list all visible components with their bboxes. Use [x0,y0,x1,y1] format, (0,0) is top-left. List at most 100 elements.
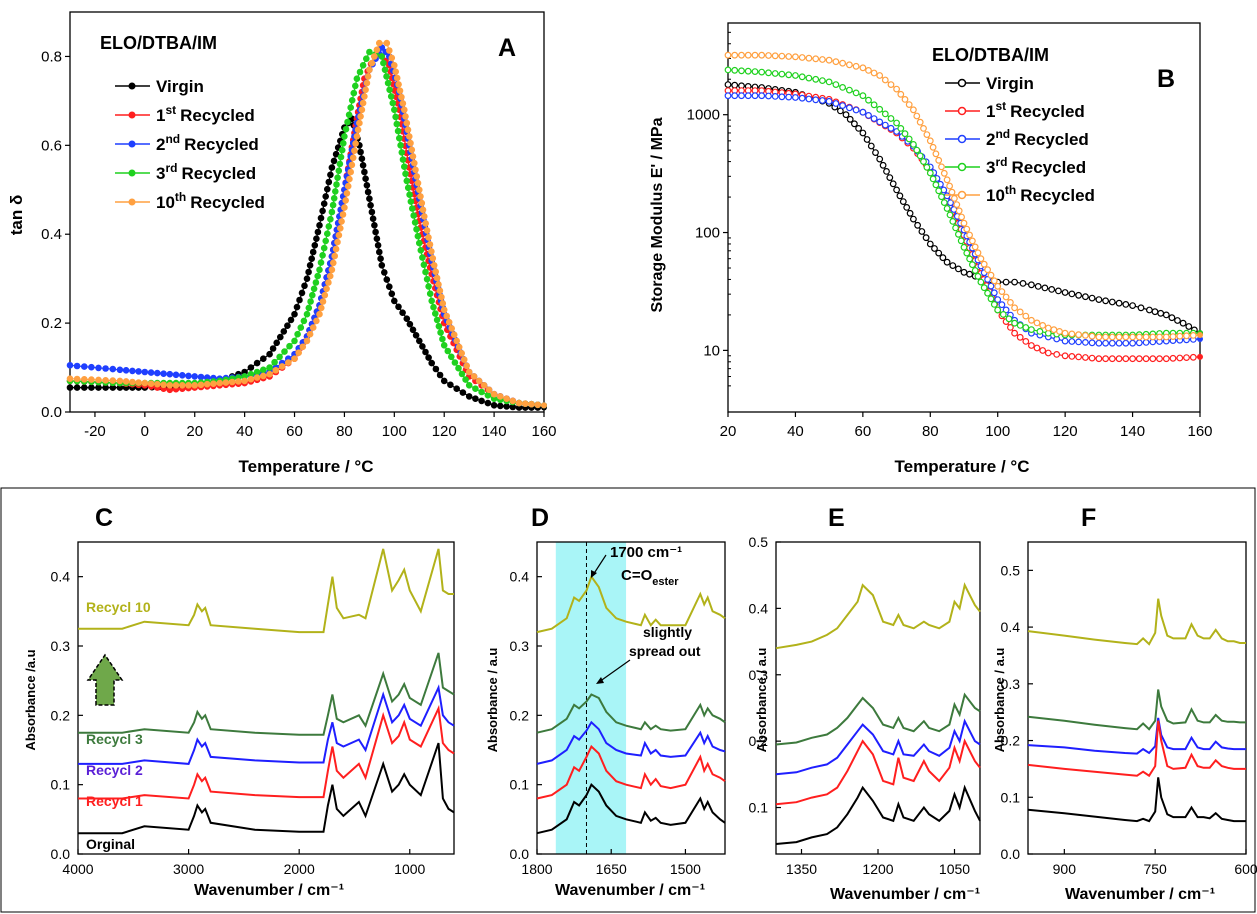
data-point [389,99,397,107]
y-tick-label: 0.1 [510,777,530,793]
data-point [88,384,95,391]
data-point [458,370,466,378]
series-line [775,738,981,806]
data-point [475,377,483,385]
data-point [778,52,786,60]
data-point [952,224,959,232]
data-point [348,97,356,104]
data-point [399,156,407,163]
x-tick-label: 140 [482,423,507,440]
data-point [294,330,301,338]
y-tick-label: 0.3 [51,638,71,654]
y-tick-label: 0.0 [510,846,530,862]
data-point [241,377,248,385]
data-point [259,355,267,363]
data-point [910,215,917,223]
data-point [1088,294,1096,302]
data-point [445,318,453,326]
data-point [1033,344,1041,352]
data-point [1137,304,1145,312]
data-point [378,53,386,60]
data-point [496,393,504,400]
panel-f-letter: F [1081,504,1096,532]
data-point [731,81,739,89]
series-1st-recycled [66,53,547,409]
data-point [311,242,319,249]
data-point [490,401,498,409]
x-tick-label: 160 [531,423,556,440]
data-point [872,149,879,157]
data-point [397,142,404,149]
d-annotation-peak: 1700 cm⁻¹ [610,544,682,561]
data-point [1022,324,1030,331]
series-line [775,784,981,845]
data-point [977,255,985,263]
data-point [870,115,878,122]
data-point [377,255,384,263]
data-point [955,265,962,273]
data-point [1016,333,1024,341]
data-point [1068,338,1076,345]
data-point [825,56,833,64]
data-point [1007,299,1014,306]
data-point [141,368,149,376]
data-point [832,100,840,107]
data-point [435,322,443,330]
data-point [785,71,793,79]
x-tick-label: 3000 [173,861,204,877]
data-point [825,97,833,105]
data-point [1142,333,1150,341]
data-point [1108,333,1116,341]
data-point [1036,328,1044,335]
x-tick-label: 900 [1053,861,1077,877]
data-point [329,259,337,267]
x-tick-label: 40 [787,423,804,440]
data-point [417,247,425,254]
data-point [1011,329,1018,337]
data-point [235,378,242,385]
data-point [938,193,945,201]
data-point [166,381,174,389]
series-line [1027,689,1246,731]
data-point [946,211,954,219]
d-annotation-spread-1: slightly [643,624,692,640]
data-point [129,367,136,375]
panel-c-xlabel: Wavenumber / cm⁻¹ [194,882,344,899]
panel-e-ylabel: Absorbance / a.u [754,648,769,753]
data-point [259,366,267,374]
y-tick-label: 0.4 [41,226,62,243]
data-point [887,124,895,132]
data-point [1185,323,1193,330]
series-recycl-1 [78,704,455,800]
data-point [327,171,334,179]
data-point [371,222,378,229]
data-point [960,219,968,227]
data-point [938,163,945,171]
data-point [792,72,799,79]
data-point [333,181,340,188]
data-point [897,124,905,132]
data-point [1081,332,1089,339]
y-tick-label: 0.2 [749,733,769,749]
data-point [334,238,341,246]
data-point [191,381,198,389]
data-point [406,191,413,198]
data-point [1162,355,1170,363]
data-point [433,316,441,324]
legend-label: 3rd Recycled [156,161,256,183]
data-point [358,106,366,114]
d-annotation-bond: C=Oester [621,567,679,588]
panel-a-inset-title: ELO/DTBA/IM [100,33,217,53]
data-point [1102,297,1109,305]
data-point [994,282,1002,290]
legend-item-virgin: Virgin [115,77,204,96]
data-point [1169,354,1177,362]
data-point [541,402,547,409]
data-point [291,337,298,345]
x-tick-label: -20 [84,423,106,440]
data-point [247,375,255,383]
data-point [977,278,985,286]
data-point [95,376,102,384]
y-tick-label: 0.3 [749,667,769,683]
data-point [359,99,367,107]
